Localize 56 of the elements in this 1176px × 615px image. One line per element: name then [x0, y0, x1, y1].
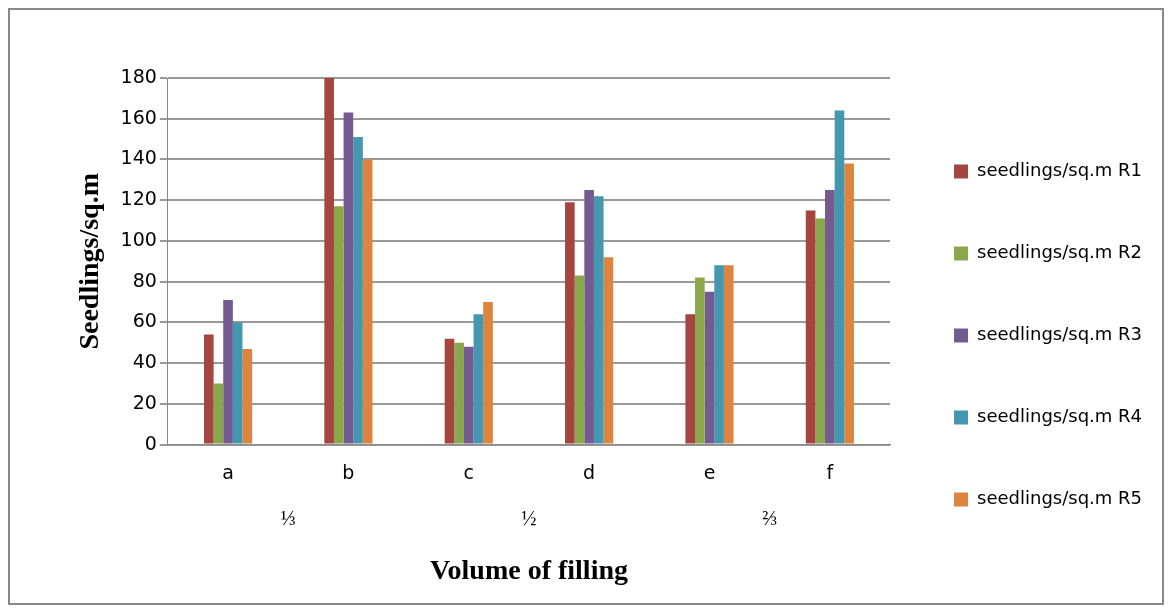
legend-label: seedlings/sq.m R5	[977, 487, 1143, 509]
bar	[723, 265, 734, 444]
bar	[463, 346, 474, 444]
y-tick-label: 180	[120, 64, 157, 87]
bar	[473, 314, 484, 444]
text: ½	[521, 506, 537, 530]
y-tick-label: 20	[132, 390, 157, 413]
x-tick-label: d	[583, 460, 596, 483]
bar	[324, 78, 334, 444]
y-tick-label: 160	[120, 105, 157, 128]
y-axis-title: Seedlings/sq.m	[73, 173, 105, 350]
y-tick-label: 80	[132, 268, 157, 291]
bar	[593, 196, 604, 444]
legend-label: seedlings/sq.m R3	[977, 323, 1143, 345]
x-tick-label: b	[342, 460, 355, 483]
bar	[333, 206, 344, 444]
bar	[353, 137, 363, 444]
bar	[203, 334, 214, 444]
bar	[232, 322, 243, 444]
bar	[603, 257, 614, 444]
bar	[574, 275, 585, 444]
y-tick-label: 140	[120, 146, 157, 169]
bar	[704, 291, 715, 444]
bar	[483, 302, 493, 444]
bar	[584, 190, 594, 444]
x-tick-label: f	[826, 460, 835, 483]
bar	[362, 159, 373, 444]
bar	[825, 190, 835, 444]
bar	[565, 202, 575, 444]
bar	[805, 210, 816, 444]
legend-label: seedlings/sq.m R4	[977, 405, 1143, 427]
bar	[685, 314, 696, 444]
bar	[343, 112, 354, 444]
y-tick-label: 0	[144, 431, 157, 454]
y-tick-label: 120	[120, 187, 157, 210]
x-tick-label: c	[463, 460, 474, 483]
legend-label: seedlings/sq.m R1	[977, 159, 1143, 181]
bar	[454, 342, 464, 444]
bar	[695, 277, 705, 444]
y-tick-label: 40	[132, 350, 157, 373]
bar	[444, 338, 455, 444]
bar	[242, 348, 253, 444]
text: ⅔	[762, 506, 778, 530]
y-tick-label: 100	[120, 227, 157, 250]
bar	[815, 218, 826, 444]
text: ⅓	[280, 506, 296, 530]
bar	[714, 265, 724, 444]
bar	[223, 300, 233, 444]
bar	[844, 163, 854, 444]
bar	[834, 110, 845, 444]
bar	[213, 383, 224, 444]
y-tick-label: 60	[132, 309, 157, 332]
x-tick-label: a	[222, 460, 234, 483]
legend-label: seedlings/sq.m R2	[977, 241, 1143, 263]
x-axis-title: Volume of filling	[429, 554, 628, 586]
x-tick-label: e	[703, 460, 716, 483]
